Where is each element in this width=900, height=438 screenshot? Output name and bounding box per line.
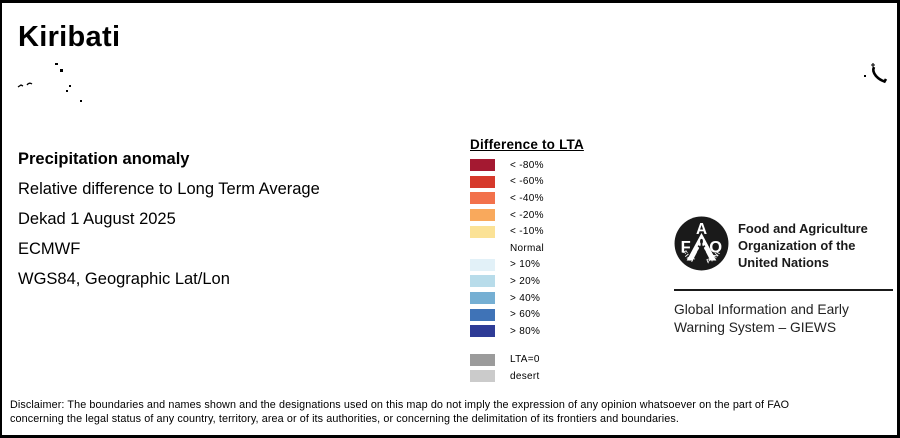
- disclaimer-line: concerning the legal status of any count…: [10, 412, 679, 425]
- legend-title: Difference to LTA: [470, 137, 584, 152]
- island-marker: [864, 75, 866, 77]
- legend-label: < -80%: [510, 159, 544, 171]
- org-divider: [674, 289, 893, 292]
- legend-row: Normal: [470, 240, 650, 257]
- legend-swatch: [470, 292, 495, 305]
- legend-row: > 60%: [470, 306, 650, 323]
- map-islands: [17, 63, 888, 102]
- island-marker: [69, 85, 71, 87]
- legend-row: < -80%: [470, 157, 650, 174]
- giews-line: Global Information and Early: [674, 302, 849, 318]
- island-marker: [60, 69, 63, 72]
- legend-row: desert: [470, 368, 650, 385]
- island-outline-group: [17, 63, 888, 88]
- svg-text:O: O: [709, 238, 722, 256]
- giews-line: Warning System – GIEWS: [674, 319, 837, 335]
- disclaimer: Disclaimer: The boundaries and names sho…: [10, 399, 894, 427]
- map-info-line: Dekad 1 August 2025: [18, 210, 176, 228]
- island-marker: [80, 100, 82, 102]
- map-subject-heading: Precipitation anomaly: [18, 150, 190, 168]
- legend-label: < -20%: [510, 209, 544, 221]
- legend-row: > 80%: [470, 323, 650, 340]
- legend-swatch: [470, 258, 495, 271]
- island-marker-group: [55, 63, 866, 102]
- legend-swatch: [470, 192, 495, 205]
- legend-swatch: [470, 308, 495, 321]
- map-info-line: WGS84, Geographic Lat/Lon: [18, 270, 230, 288]
- legend-label: > 10%: [510, 259, 541, 271]
- island-marker: [871, 63, 875, 67]
- legend-swatch: [470, 225, 495, 238]
- fao-block: A F O FIAT PANIS Fo: [674, 216, 893, 336]
- legend-label: > 40%: [510, 292, 541, 304]
- legend-row: > 40%: [470, 290, 650, 307]
- legend-label: < -60%: [510, 176, 544, 188]
- legend-label: Normal: [510, 242, 545, 254]
- legend-row: > 10%: [470, 257, 650, 274]
- legend-row: < -60%: [470, 174, 650, 191]
- map-info-line: ECMWF: [18, 240, 81, 258]
- map-info-line: Relative difference to Long Term Average: [18, 180, 320, 198]
- map-info-block: Precipitation anomaly Relative differenc…: [18, 144, 320, 294]
- legend-label: > 80%: [510, 325, 541, 337]
- legend-label: desert: [510, 370, 540, 382]
- fao-logo-icon: A F O FIAT PANIS: [674, 216, 729, 271]
- giews-label: Global Information and Early Warning Sys…: [674, 301, 893, 336]
- page-title: Kiribati: [18, 21, 121, 53]
- legend-row: < -20%: [470, 207, 650, 224]
- island-marker: [26, 82, 33, 86]
- org-name-line: Organization of the: [738, 237, 856, 253]
- legend-label: < -40%: [510, 192, 544, 204]
- svg-text:F: F: [681, 238, 691, 256]
- legend-swatch: [470, 325, 495, 338]
- legend-swatch: [470, 242, 495, 255]
- legend: Difference to LTA < -80% < -60% < -40% <…: [470, 137, 650, 385]
- disclaimer-line: Disclaimer: The boundaries and names sho…: [10, 399, 790, 411]
- org-name: Food and Agriculture Organization of the…: [738, 216, 868, 271]
- island-marker: [66, 90, 68, 92]
- legend-row: < -10%: [470, 223, 650, 240]
- legend-spacer: [470, 340, 650, 352]
- island-marker: [17, 84, 24, 88]
- legend-row: LTA=0: [470, 352, 650, 369]
- legend-swatch: [470, 159, 495, 172]
- legend-swatch: [470, 175, 495, 188]
- org-name-line: United Nations: [738, 254, 829, 270]
- island-marker-kiritimati: [872, 66, 888, 84]
- legend-swatch: [470, 275, 495, 288]
- legend-swatch: [470, 353, 495, 366]
- legend-row: < -40%: [470, 190, 650, 207]
- island-marker: [55, 63, 58, 65]
- legend-label: < -10%: [510, 226, 544, 238]
- org-name-line: Food and Agriculture: [738, 221, 868, 236]
- legend-label: > 60%: [510, 309, 541, 321]
- legend-swatch: [470, 370, 495, 383]
- legend-swatch: [470, 209, 495, 222]
- legend-row: > 20%: [470, 273, 650, 290]
- svg-text:A: A: [696, 221, 707, 238]
- legend-label: LTA=0: [510, 354, 540, 366]
- legend-label: > 20%: [510, 275, 541, 287]
